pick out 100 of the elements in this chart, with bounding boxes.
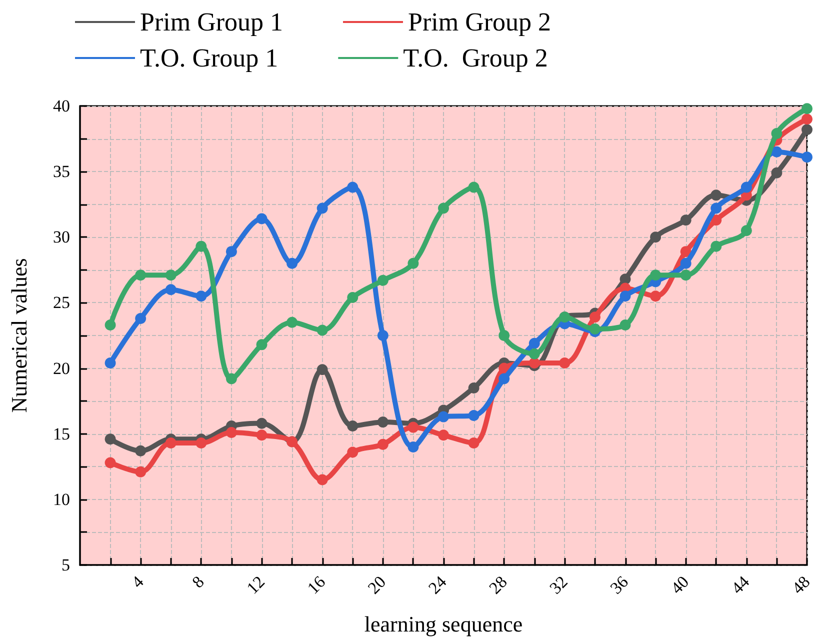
point <box>680 246 692 258</box>
point <box>650 290 662 302</box>
point <box>165 438 176 449</box>
point <box>802 114 812 125</box>
point <box>226 373 237 384</box>
point <box>316 324 328 336</box>
point <box>316 364 328 376</box>
point <box>771 146 782 158</box>
point <box>316 202 328 214</box>
y-tick-label: 15 <box>53 424 70 444</box>
x-tick-label: 36 <box>606 572 632 598</box>
y-tick-label: 5 <box>62 556 70 574</box>
x-tick-label: 48 <box>788 572 814 598</box>
point <box>802 124 812 136</box>
x-tick-label: 16 <box>304 572 330 598</box>
point <box>347 292 358 303</box>
point <box>468 438 480 449</box>
point <box>802 103 812 114</box>
point <box>650 270 662 281</box>
point <box>438 202 449 214</box>
point <box>196 290 207 302</box>
point <box>528 358 540 369</box>
point <box>771 167 782 178</box>
x-tick-label: 28 <box>485 572 511 598</box>
point <box>589 323 600 334</box>
point <box>498 362 510 374</box>
point <box>135 312 146 324</box>
y-axis-title: Numerical values <box>6 258 32 413</box>
point <box>740 182 752 193</box>
point <box>680 258 692 269</box>
legend-label: Prim Group 1 <box>140 8 283 36</box>
point <box>377 274 388 286</box>
point <box>377 330 388 341</box>
x-tick-label: 32 <box>546 572 572 598</box>
point <box>710 240 722 252</box>
y-tick-label: 40 <box>53 96 70 116</box>
point <box>104 434 116 445</box>
y-tick-label: 20 <box>53 358 70 378</box>
point <box>620 274 631 285</box>
point <box>802 152 812 163</box>
point <box>196 438 207 449</box>
point <box>771 128 782 140</box>
legend-label: T.O. Group 2 <box>403 44 548 72</box>
point <box>135 445 146 456</box>
y-tick-label: 35 <box>53 162 70 182</box>
point <box>498 330 510 341</box>
x-tick-label: 20 <box>364 572 390 598</box>
point <box>256 418 268 429</box>
point <box>498 373 510 384</box>
point <box>226 427 237 438</box>
point <box>468 182 480 193</box>
x-tick-label: 44 <box>728 572 754 598</box>
point <box>286 258 298 269</box>
point <box>256 430 268 441</box>
point <box>408 441 419 452</box>
point <box>710 202 722 214</box>
y-tick-label: 25 <box>53 293 70 312</box>
point <box>286 316 298 328</box>
point <box>710 214 722 226</box>
point <box>256 213 268 224</box>
legend-label: Prim Group 2 <box>408 8 551 36</box>
point <box>347 446 358 458</box>
point <box>377 438 388 450</box>
point <box>528 338 540 349</box>
point <box>468 382 480 394</box>
point <box>528 348 540 360</box>
x-tick-label: 24 <box>424 572 451 598</box>
point <box>104 457 116 468</box>
x-tick-label: 40 <box>667 572 693 598</box>
point <box>468 410 480 421</box>
point <box>196 240 207 252</box>
point <box>710 190 722 201</box>
point <box>740 225 752 236</box>
point <box>226 246 237 258</box>
x-tick-label: 4 <box>128 572 148 592</box>
point <box>680 270 692 281</box>
point <box>650 232 662 243</box>
x-tick-label: 12 <box>243 572 268 598</box>
y-tick-label: 10 <box>53 490 70 509</box>
point <box>135 466 146 478</box>
point <box>165 284 176 296</box>
point <box>316 474 328 486</box>
point <box>104 358 116 369</box>
point <box>438 411 449 422</box>
legend-label: T.O. Group 1 <box>140 44 278 72</box>
point <box>135 270 146 281</box>
point <box>620 320 631 331</box>
point <box>408 258 419 269</box>
point <box>559 358 570 369</box>
y-tick-label: 30 <box>53 228 70 247</box>
x-axis-title: learning sequence <box>364 612 523 636</box>
point <box>438 430 449 441</box>
point <box>256 339 268 350</box>
x-tick-label: 8 <box>188 572 208 592</box>
point <box>347 420 358 432</box>
point <box>589 312 600 323</box>
point <box>620 290 631 302</box>
point <box>680 214 692 226</box>
point <box>165 270 176 281</box>
point <box>347 182 358 193</box>
